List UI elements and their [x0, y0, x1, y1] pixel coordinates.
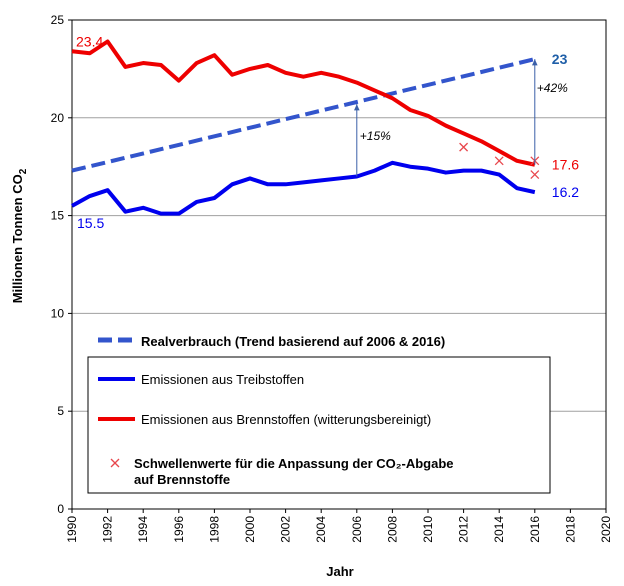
data-label-15-5: 15.5: [77, 215, 104, 231]
marker-stroke: [530, 170, 540, 179]
y-tick-label-15: 15: [51, 209, 65, 223]
x-tick-label-2020: 2020: [599, 516, 613, 543]
plot-frame: [71, 19, 607, 510]
y-tick-label-10: 10: [51, 306, 65, 320]
x-tick-label-2006: 2006: [350, 516, 364, 543]
y-axis-title: Millionen Tonnen CO2: [10, 168, 29, 303]
x-axis-title: Jahr: [326, 564, 353, 579]
x-tick-label-2018: 2018: [563, 516, 577, 543]
legend-label-trend: Realverbrauch (Trend basierend auf 2006 …: [141, 334, 445, 349]
x-tick-label-2000: 2000: [243, 516, 257, 543]
x-tick-label-2016: 2016: [528, 516, 542, 543]
increase-annotation-0: +15%: [360, 129, 391, 143]
y-tick-labels: 0 5 10 15 20 25: [51, 13, 65, 516]
legend-label-treibstoffe: Emissionen aus Treibstoffen: [141, 372, 304, 387]
treibstoffe-line: [71, 160, 536, 216]
threshold-marker: [459, 142, 469, 152]
data-labels: 23.4 15.5 23 17.6 16.2: [76, 33, 579, 231]
x-tick-label-2002: 2002: [279, 516, 293, 543]
x-tick-label-2012: 2012: [457, 516, 471, 543]
marker-stroke: [494, 156, 504, 166]
series-group: [71, 39, 540, 216]
x-tick-label-1992: 1992: [101, 516, 115, 543]
axes: [68, 19, 607, 513]
x-tick-label-1998: 1998: [207, 516, 221, 543]
x-tick-labels: 1990 1992 1994 1996 1998 2000 2002 2004 2006 2008…: [65, 516, 613, 543]
brennstoffe-line: [71, 39, 536, 167]
annotations: +15% +42%: [353, 59, 568, 177]
increase-annotation-1: +42%: [537, 81, 568, 95]
marker-stroke: [459, 142, 469, 152]
x-tick-label-2010: 2010: [421, 516, 435, 543]
y-tick-label-20: 20: [51, 111, 65, 125]
legend-label-schwellenwerte-1: Schwellenwerte für die Anpassung der CO₂…: [134, 456, 454, 471]
x-tick-label-2008: 2008: [385, 516, 399, 543]
legend-swatch-schwellenwerte: [110, 458, 120, 468]
data-label-23-4: 23.4: [76, 33, 103, 49]
data-label-23: 23: [552, 51, 568, 67]
x-tick-label-2014: 2014: [492, 516, 506, 543]
legend-label-brennstoffe: Emissionen aus Brennstoffen (witterungsb…: [141, 412, 431, 427]
threshold-marker: [530, 170, 540, 179]
x-tick-label-2004: 2004: [314, 516, 328, 543]
y-tick-label-0: 0: [57, 502, 64, 516]
x-tick-label-1990: 1990: [65, 516, 79, 543]
y-tick-label-5: 5: [57, 404, 64, 418]
legend-box: [87, 356, 551, 494]
y-tick-label-25: 25: [51, 13, 65, 27]
threshold-marker: [494, 156, 504, 166]
legend: Realverbrauch (Trend basierend auf 2006 …: [87, 334, 551, 494]
legend-label-schwellenwerte-2: auf Brennstoffe: [134, 472, 230, 487]
x-tick-label-1994: 1994: [136, 516, 150, 543]
data-label-16-2: 16.2: [552, 184, 579, 200]
data-label-17-6: 17.6: [552, 157, 579, 173]
x-tick-label-1996: 1996: [172, 516, 186, 543]
